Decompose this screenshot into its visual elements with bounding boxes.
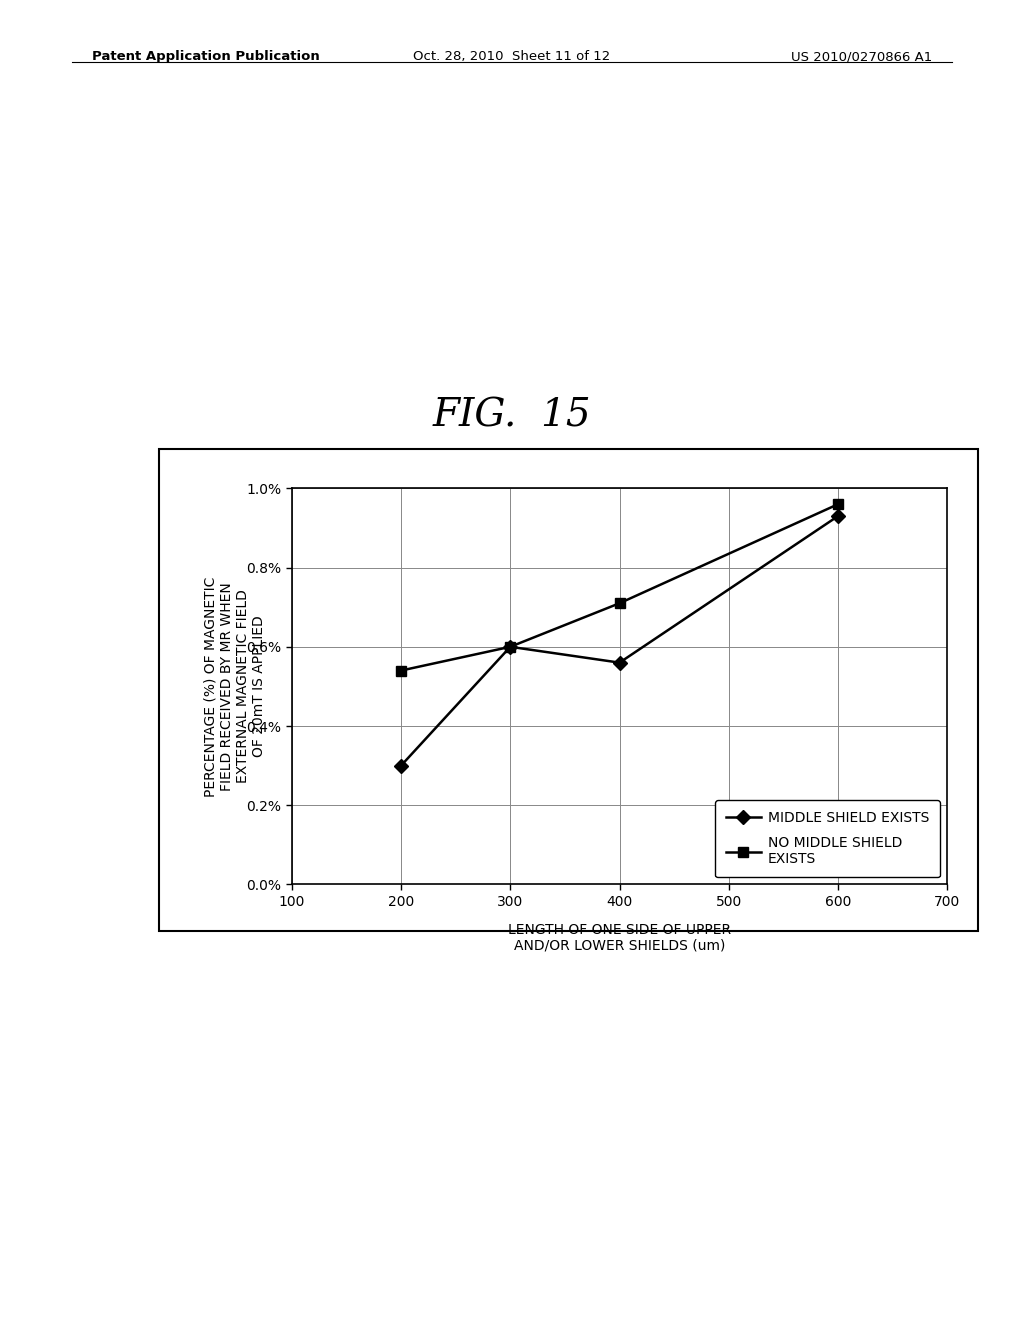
Text: Patent Application Publication: Patent Application Publication xyxy=(92,50,319,63)
Legend: MIDDLE SHIELD EXISTS, NO MIDDLE SHIELD
EXISTS: MIDDLE SHIELD EXISTS, NO MIDDLE SHIELD E… xyxy=(715,800,940,878)
Text: FIG.  15: FIG. 15 xyxy=(433,397,591,434)
Y-axis label: PERCENTAGE (%) OF MAGNETIC
FIELD RECEIVED BY MR WHEN
EXTERNAL MAGNETIC FIELD
OF : PERCENTAGE (%) OF MAGNETIC FIELD RECEIVE… xyxy=(204,577,266,796)
Text: US 2010/0270866 A1: US 2010/0270866 A1 xyxy=(791,50,932,63)
Text: Oct. 28, 2010  Sheet 11 of 12: Oct. 28, 2010 Sheet 11 of 12 xyxy=(414,50,610,63)
X-axis label: LENGTH OF ONE SIDE OF UPPER
AND/OR LOWER SHIELDS (um): LENGTH OF ONE SIDE OF UPPER AND/OR LOWER… xyxy=(508,923,731,953)
